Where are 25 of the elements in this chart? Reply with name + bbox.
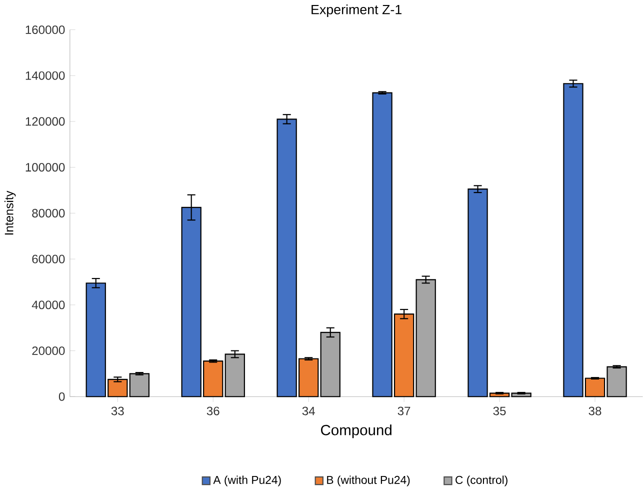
y-tick-label: 120000: [26, 117, 65, 126]
bar: [416, 279, 436, 398]
y-tick-label: 80000: [32, 208, 65, 218]
x-tick-label: 37: [398, 406, 410, 416]
y-tick-label: 20000: [32, 346, 65, 355]
bar: [320, 332, 340, 398]
y-tick-label: 100000: [26, 162, 65, 172]
bar: [224, 354, 245, 398]
x-tick-label: 33: [111, 406, 124, 416]
chart-title: Experiment Z-1: [312, 4, 402, 17]
x-axis-title: Compound: [321, 424, 392, 438]
legend-label: A (with Pu24): [213, 475, 281, 486]
legend-label: C (control): [456, 475, 508, 486]
y-tick-label: 140000: [26, 71, 65, 80]
y-tick-label: 160000: [26, 25, 65, 34]
x-tick-label: 36: [206, 406, 220, 416]
x-tick-label: 34: [302, 406, 315, 416]
y-tick-label: 0: [58, 392, 65, 401]
bar: [129, 373, 150, 398]
y-tick-label: 40000: [32, 300, 65, 310]
y-tick-label: 60000: [32, 254, 65, 264]
y-axis-title: Intensity: [4, 190, 16, 234]
x-tick-label: 35: [493, 406, 506, 416]
legend-label: B (without Pu24): [327, 475, 410, 486]
x-tick-label: 38: [588, 406, 602, 416]
